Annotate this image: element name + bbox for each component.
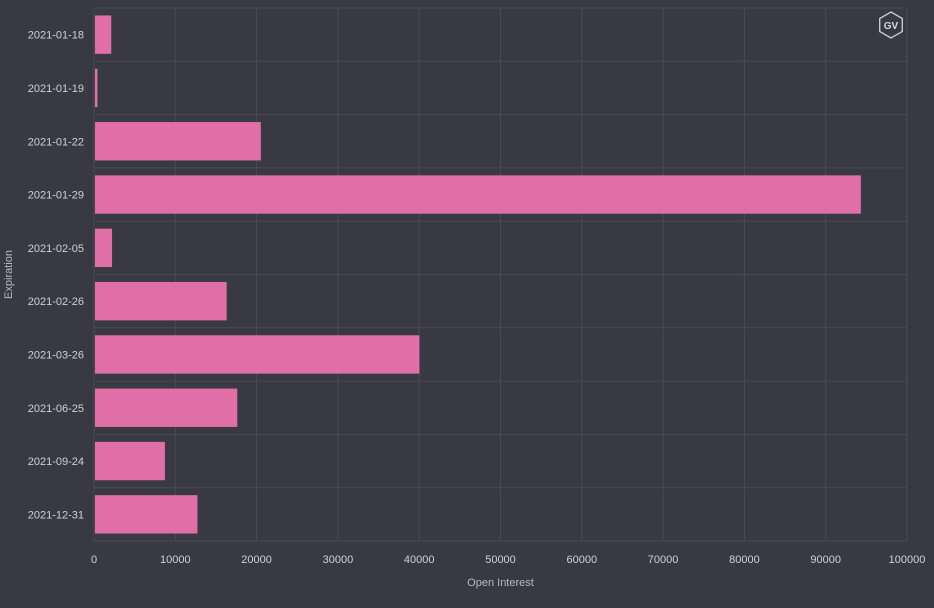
- bars: [95, 15, 861, 534]
- x-tick-label: 60000: [567, 554, 598, 566]
- y-tick-label: 2021-09-24: [28, 456, 84, 468]
- hexagon-logo-icon: GV: [879, 11, 903, 39]
- bar: [95, 335, 420, 374]
- x-tick-label: 30000: [323, 554, 354, 566]
- x-tick-label: 70000: [648, 554, 679, 566]
- x-tick-label: 100000: [889, 554, 926, 566]
- x-tick-label: 10000: [160, 554, 191, 566]
- x-tick-label: 20000: [241, 554, 272, 566]
- x-tick-label: 80000: [729, 554, 760, 566]
- x-tick-labels: 0 10000 20000 30000 40000 50000 60000 70000 8000…: [91, 554, 925, 566]
- bar: [95, 68, 98, 108]
- bar: [95, 495, 198, 534]
- y-tick-label: 2021-12-31: [28, 509, 84, 521]
- y-tick-label: 2021-01-22: [28, 136, 84, 148]
- y-tick-label: 2021-06-25: [28, 403, 84, 415]
- y-tick-label: 2021-01-29: [28, 190, 84, 202]
- bar: [95, 228, 113, 268]
- x-tick-label: 0: [91, 554, 97, 566]
- y-tick-label: 2021-03-26: [28, 349, 84, 361]
- y-axis-title: Expiration: [3, 250, 15, 299]
- x-tick-label: 40000: [404, 554, 435, 566]
- bar: [95, 175, 861, 214]
- x-axis-title: Open Interest: [467, 577, 534, 589]
- y-tick-labels: 2021-01-18 2021-01-19 2021-01-22 2021-01-29…: [28, 30, 84, 522]
- y-tick-label: 2021-01-19: [28, 83, 84, 95]
- bar: [95, 15, 112, 54]
- y-tick-label: 2021-01-18: [28, 30, 84, 42]
- x-tick-label: 90000: [810, 554, 841, 566]
- bar: [95, 388, 238, 427]
- y-tick-label: 2021-02-05: [28, 243, 84, 255]
- y-tick-label: 2021-02-26: [28, 296, 84, 308]
- bar: [95, 281, 227, 321]
- bar: [95, 122, 261, 161]
- grid: [93, 7, 908, 542]
- x-tick-label: 50000: [485, 554, 516, 566]
- logo-text: GV: [884, 21, 899, 32]
- bar: [95, 441, 165, 481]
